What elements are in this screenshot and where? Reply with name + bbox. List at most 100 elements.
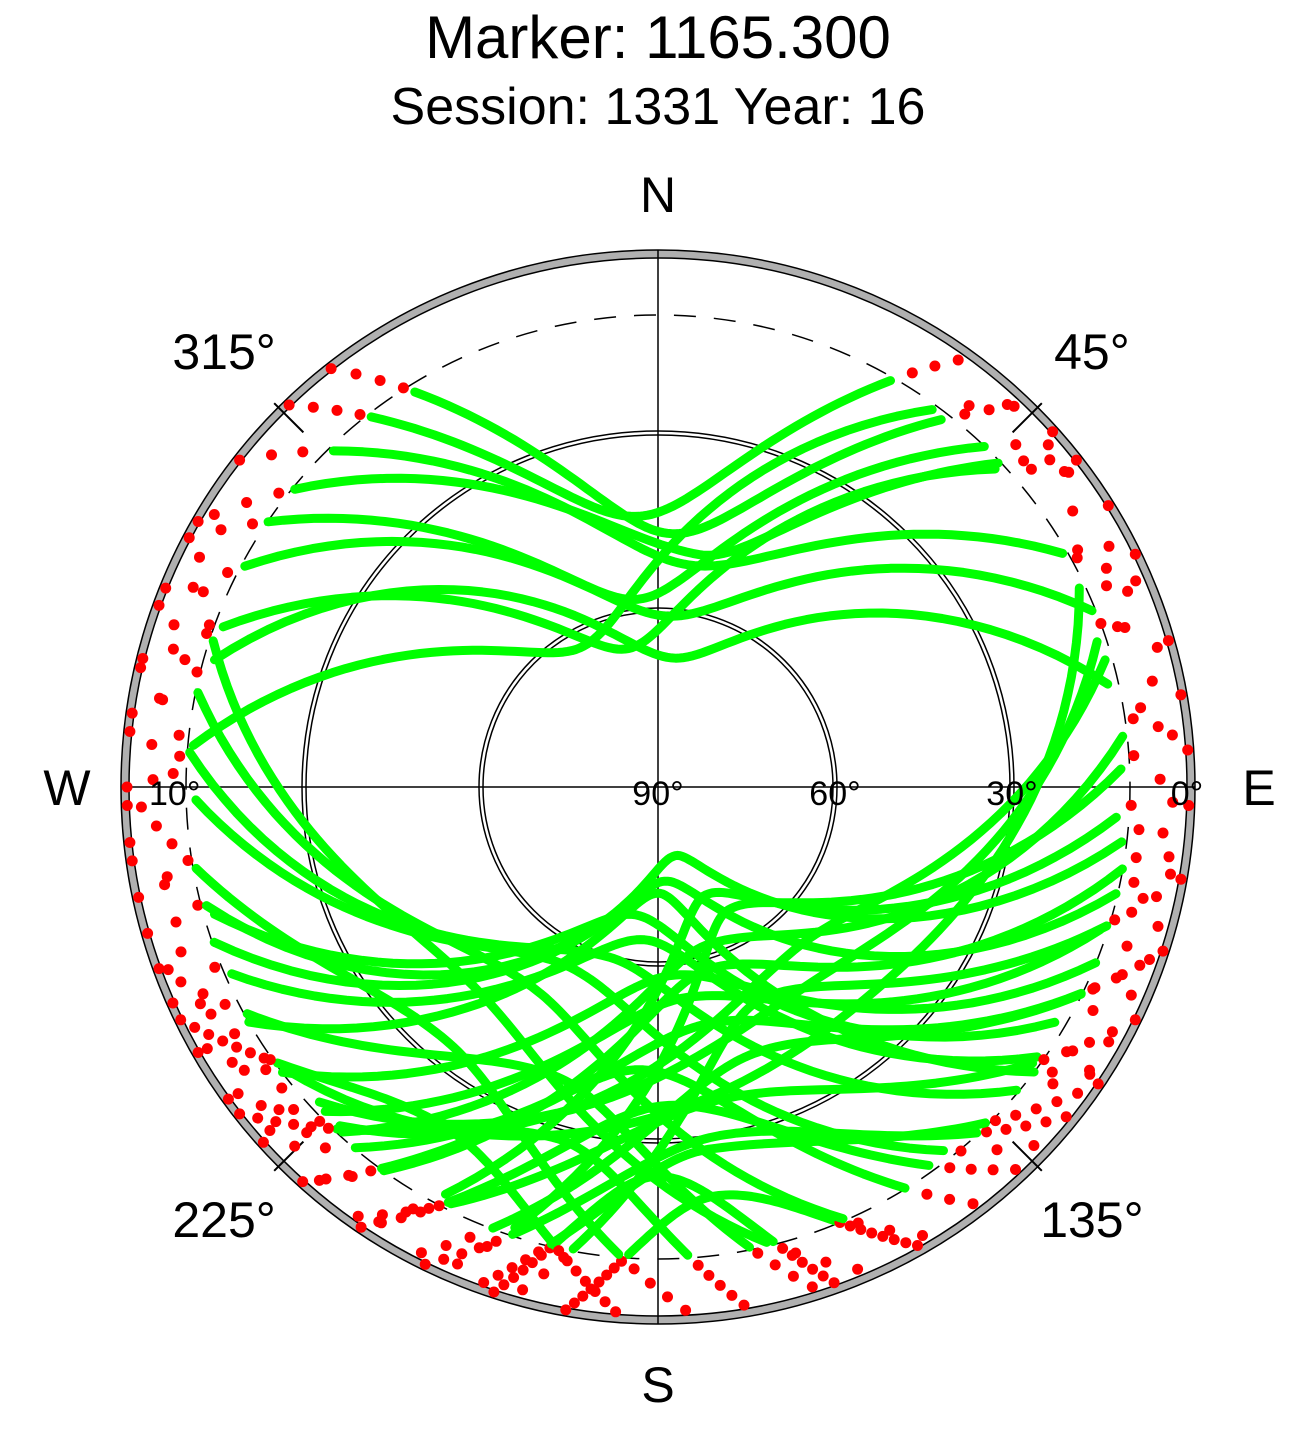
track-22 — [160, 582, 928, 1241]
track-18-low-point — [508, 1272, 520, 1283]
track-34-low-point — [1126, 906, 1138, 918]
track-14-low-point — [1144, 954, 1155, 965]
track-28 — [133, 851, 1175, 990]
track-25-low-point — [703, 1269, 715, 1281]
track-24-low-point — [806, 1281, 818, 1293]
track-26-low-point — [182, 855, 194, 866]
track-3-low-point — [1071, 552, 1083, 564]
track-40-low-point — [241, 497, 253, 508]
west-label: W — [43, 760, 91, 816]
track-27-low-point — [589, 1286, 601, 1297]
track-36-low-point — [1061, 1046, 1073, 1058]
track-18-low-point — [498, 1279, 510, 1291]
track-28-low-point — [170, 916, 182, 928]
track-8-low-point — [963, 400, 975, 412]
track-18-low-point — [777, 1242, 789, 1254]
track-15-low-point — [921, 1188, 933, 1200]
track-25-low-point — [322, 1122, 334, 1134]
track-29-low-point — [124, 837, 136, 848]
track-3-high — [328, 446, 1068, 571]
track-36-low-point — [1084, 1036, 1095, 1048]
track-21 — [126, 707, 1040, 1157]
track-27-low-point — [599, 1296, 611, 1308]
track-34-low-point — [517, 1284, 529, 1296]
track-23-low-point — [203, 619, 215, 631]
track-37-low-point — [492, 1269, 504, 1281]
track-10-low-point — [142, 927, 154, 939]
track-2-low-point — [283, 399, 295, 411]
track-36-low-point — [376, 1209, 388, 1221]
track-3-low-point — [297, 446, 309, 458]
track-20-low-point — [1047, 1078, 1059, 1090]
track-21-low-point — [1028, 1140, 1040, 1151]
track-24-low-point — [153, 963, 165, 975]
track-23-low-point — [852, 1263, 864, 1275]
track-19-low-point — [601, 1269, 613, 1281]
track-27-low-point — [244, 1047, 256, 1059]
track-33-low-point — [313, 1174, 325, 1186]
track-5-low-point — [187, 581, 199, 593]
track-20-high — [185, 747, 1021, 1099]
track-31-low-point — [264, 1125, 276, 1136]
azimuth-label-225: 225° — [172, 1192, 275, 1248]
track-31-low-point — [1162, 635, 1174, 647]
track-41-low-point — [1058, 466, 1070, 477]
track-16-low-point — [987, 1164, 999, 1176]
track-11-high — [244, 888, 1039, 1077]
track-12-low-point — [192, 1047, 204, 1058]
track-2-low-point — [307, 401, 319, 413]
track-25-low-point — [288, 1118, 300, 1130]
track-41 — [162, 426, 1084, 1141]
track-31-low-point — [301, 1127, 313, 1139]
track-17-low-point — [438, 1253, 450, 1265]
track-41-low-point — [194, 998, 206, 1010]
track-20-low-point — [1084, 1068, 1096, 1080]
track-23-low-point — [197, 586, 209, 598]
track-39-high — [314, 637, 1102, 1129]
track-6-low-point — [201, 628, 213, 639]
track-35-low-point — [440, 1240, 452, 1251]
track-35-low-point — [1087, 983, 1099, 995]
track-29-low-point — [161, 871, 173, 883]
north-label: N — [640, 167, 676, 223]
track-8-low-point — [174, 750, 186, 762]
track-4-low-point — [215, 524, 227, 536]
track-24-low-point — [769, 1259, 781, 1271]
track-13-low-point — [255, 1100, 267, 1111]
track-22-low-point — [168, 619, 180, 631]
track-23-low-point — [194, 551, 205, 563]
track-36-high — [446, 1058, 1038, 1209]
track-21-low-point — [126, 707, 138, 719]
track-37-low-point — [1072, 1087, 1084, 1099]
track-3-low-point — [266, 449, 277, 461]
track-23-low-point — [192, 516, 204, 527]
track-9-low-point — [126, 855, 138, 867]
track-8 — [121, 399, 1013, 811]
track-8-low-point — [121, 800, 133, 811]
track-10-low-point — [209, 961, 221, 973]
track-3 — [234, 446, 1142, 587]
track-31-low-point — [1146, 675, 1158, 687]
track-39-low-point — [238, 1064, 250, 1076]
track-7-low-point — [124, 726, 136, 737]
track-2-low-point — [331, 404, 343, 416]
track-25-low-point — [252, 1112, 264, 1124]
track-26-low-point — [150, 820, 162, 832]
track-27-low-point — [217, 1035, 229, 1047]
track-17-low-point — [419, 1258, 431, 1270]
track-38-low-point — [273, 1104, 285, 1116]
track-11-low-point — [205, 1008, 217, 1020]
track-37-low-point — [1051, 1096, 1063, 1108]
track-17-low-point — [1060, 1111, 1072, 1123]
track-24 — [153, 963, 818, 1293]
track-19-low-point — [866, 1227, 878, 1239]
track-31-low-point — [1127, 713, 1139, 725]
track-25-low-point — [234, 1108, 246, 1120]
track-41-low-point — [1072, 544, 1084, 556]
track-15-low-point — [365, 1165, 377, 1177]
track-1-low-point — [350, 368, 362, 380]
track-40-low-point — [1070, 454, 1082, 466]
track-28-low-point — [1163, 851, 1175, 863]
track-39-low-point — [276, 1082, 288, 1094]
track-21-low-point — [167, 768, 179, 779]
